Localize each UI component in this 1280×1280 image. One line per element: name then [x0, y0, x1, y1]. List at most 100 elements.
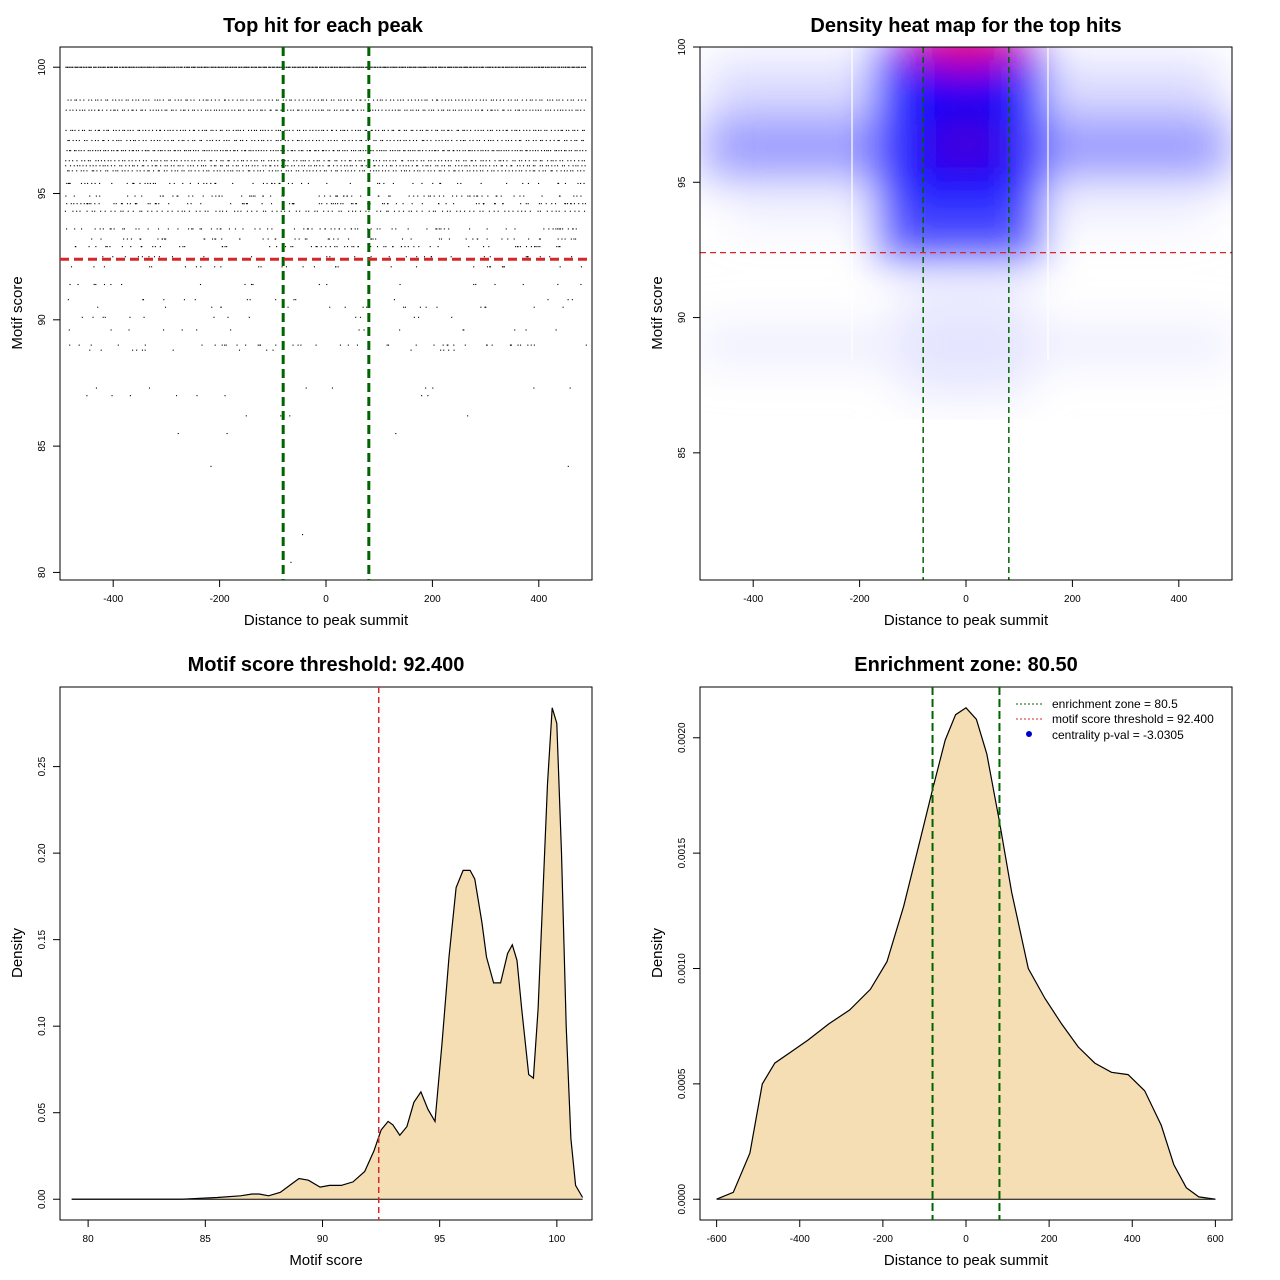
scatter-point [563, 165, 565, 167]
scatter-point [464, 150, 466, 152]
scatter-point [254, 195, 256, 197]
scatter-point [117, 150, 119, 152]
scatter-point [119, 66, 121, 68]
scatter-point [211, 195, 213, 197]
scatter-point [301, 66, 303, 68]
scatter-point [475, 99, 477, 101]
scatter-point [404, 150, 406, 152]
scatter-point [237, 129, 239, 131]
distance-density-reference-lines [931, 687, 1001, 1220]
scatter-point [280, 139, 282, 142]
scatter-point [355, 203, 358, 205]
scatter-point [246, 299, 248, 301]
scatter-point [393, 99, 395, 101]
scatter-point [360, 195, 362, 197]
scatter-point [451, 139, 453, 142]
scatter-point [296, 139, 299, 142]
scatter-point [115, 99, 117, 101]
scatter-point [383, 150, 385, 152]
scatter-point [171, 170, 173, 172]
scatter-point [572, 170, 574, 172]
scatter-point [383, 203, 385, 205]
scatter-point [121, 203, 123, 205]
scatter-point [462, 66, 464, 68]
scatter-point [434, 160, 436, 162]
scatter-point [181, 329, 183, 331]
scatter-point [231, 109, 233, 111]
scatter-point [286, 129, 288, 131]
x-tick-label-2: -200 [873, 1234, 893, 1245]
scatter-point [83, 129, 85, 131]
scatter-point [130, 66, 132, 68]
scatter-point [491, 150, 493, 152]
scatter-point [129, 316, 131, 318]
scatter-point [192, 228, 194, 230]
scatter-point [480, 150, 482, 152]
scatter-point [290, 109, 292, 111]
scatter-point [260, 160, 263, 162]
scatter-point [521, 66, 523, 68]
scatter-point [528, 139, 530, 142]
scatter-point [340, 109, 342, 111]
scatter-point [467, 109, 469, 111]
scatter-point [336, 195, 338, 197]
scatter-point [99, 165, 101, 167]
scatter-point [251, 210, 253, 212]
y-tick-label-0: 85 [677, 447, 688, 459]
scatter-point [494, 160, 496, 162]
scatter-point [569, 387, 571, 389]
scatter-point [414, 150, 416, 152]
scatter-point [485, 165, 487, 167]
scatter-point [554, 66, 556, 68]
density-area-fill [71, 707, 583, 1200]
scatter-point [383, 66, 385, 68]
scatter-point [198, 129, 200, 131]
scatter-point [394, 109, 396, 111]
scatter-point [124, 170, 126, 172]
scatter-point [284, 129, 286, 131]
scatter-point [241, 150, 243, 152]
scatter-point [473, 165, 475, 167]
scatter-point [126, 182, 128, 185]
scatter-point [436, 66, 438, 68]
scatter-point [523, 66, 525, 68]
scatter-point [427, 165, 429, 167]
scatter-point [267, 139, 269, 142]
scatter-point [356, 344, 358, 346]
heatmap-x-label: Distance to peak summit [884, 612, 1049, 629]
scatter-point [105, 246, 107, 248]
scatter-point [331, 66, 333, 68]
scatter-point [262, 129, 264, 131]
scatter-point [421, 99, 423, 101]
scatter-point [132, 109, 134, 111]
scatter-point [456, 129, 458, 131]
scatter-point [538, 182, 540, 185]
scatter-point [354, 256, 356, 258]
scatter-point [209, 160, 211, 162]
scatter-point [510, 109, 512, 111]
scatter-point [77, 66, 79, 68]
scatter-point [443, 170, 446, 172]
x-tick-label-5: 400 [1124, 1234, 1141, 1245]
scatter-point [318, 160, 320, 162]
scatter-point [491, 129, 493, 131]
scatter-point [202, 195, 204, 197]
scatter-point [180, 109, 182, 111]
scatter-point [189, 66, 191, 68]
scatter-point [507, 99, 509, 101]
scatter-point [166, 109, 168, 111]
scatter-point [517, 246, 519, 248]
scatter-point [66, 228, 68, 230]
scatter-point [166, 165, 168, 167]
scatter-point [210, 165, 212, 167]
scatter-point [287, 150, 289, 152]
scatter-point [284, 246, 287, 248]
scatter-point [164, 109, 166, 111]
scatter-point [575, 228, 577, 230]
scatter-point [99, 228, 101, 230]
scatter-point [160, 66, 162, 68]
scatter-point [287, 109, 289, 111]
scatter-point [556, 99, 558, 101]
scatter-point [83, 150, 85, 152]
scatter-point [502, 66, 504, 68]
